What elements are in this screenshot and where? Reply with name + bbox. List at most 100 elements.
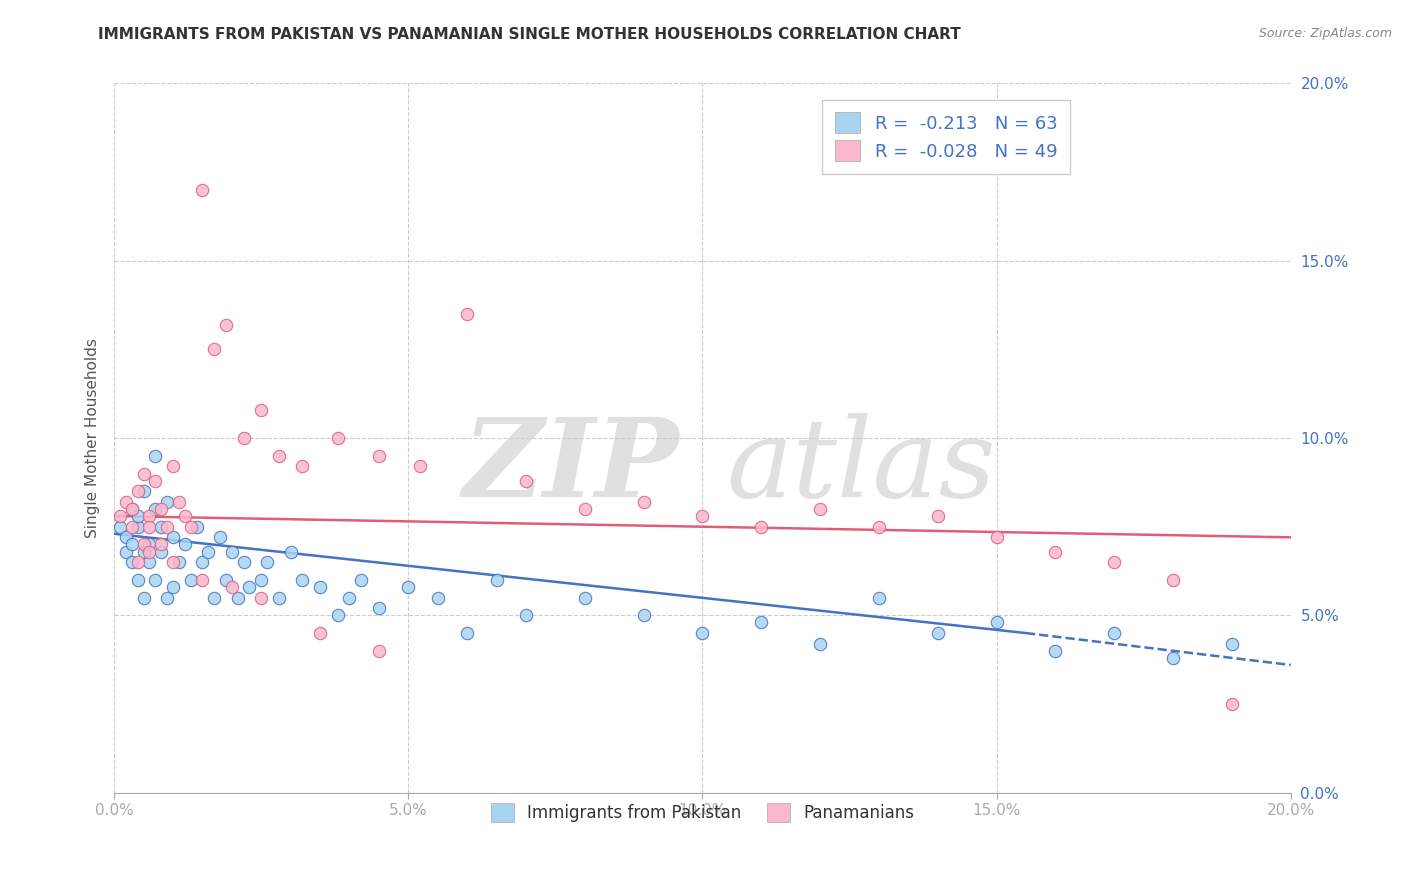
- Point: [191, 183, 214, 197]
- Point: [121, 519, 143, 533]
- Point: [156, 591, 179, 605]
- Point: [209, 530, 232, 544]
- Point: [191, 555, 214, 569]
- Point: [127, 509, 149, 524]
- Point: [927, 626, 949, 640]
- Point: [127, 519, 149, 533]
- Point: [267, 591, 290, 605]
- Legend: Immigrants from Pakistan, Panamanians: Immigrants from Pakistan, Panamanians: [479, 791, 927, 834]
- Text: Source: ZipAtlas.com: Source: ZipAtlas.com: [1258, 27, 1392, 40]
- Point: [202, 343, 225, 357]
- Point: [485, 573, 508, 587]
- Point: [138, 509, 160, 524]
- Point: [150, 537, 173, 551]
- Point: [232, 431, 254, 445]
- Point: [350, 573, 373, 587]
- Point: [132, 591, 155, 605]
- Point: [145, 449, 167, 463]
- Point: [138, 555, 160, 569]
- Point: [291, 573, 314, 587]
- Point: [309, 580, 332, 594]
- Point: [574, 591, 596, 605]
- Point: [456, 307, 478, 321]
- Point: [162, 580, 184, 594]
- Point: [1102, 555, 1125, 569]
- Point: [215, 573, 238, 587]
- Point: [167, 495, 190, 509]
- Point: [1220, 697, 1243, 711]
- Point: [127, 484, 149, 499]
- Point: [150, 519, 173, 533]
- Point: [367, 601, 389, 615]
- Text: ZIP: ZIP: [463, 413, 679, 520]
- Point: [1220, 637, 1243, 651]
- Point: [1161, 651, 1184, 665]
- Point: [115, 544, 138, 558]
- Point: [162, 555, 184, 569]
- Point: [145, 474, 167, 488]
- Point: [197, 544, 219, 558]
- Point: [115, 495, 138, 509]
- Point: [232, 555, 254, 569]
- Point: [215, 318, 238, 332]
- Point: [108, 509, 131, 524]
- Point: [202, 591, 225, 605]
- Point: [127, 555, 149, 569]
- Text: IMMIGRANTS FROM PAKISTAN VS PANAMANIAN SINGLE MOTHER HOUSEHOLDS CORRELATION CHAR: IMMIGRANTS FROM PAKISTAN VS PANAMANIAN S…: [98, 27, 962, 42]
- Point: [250, 573, 273, 587]
- Point: [250, 591, 273, 605]
- Point: [749, 519, 772, 533]
- Point: [367, 449, 389, 463]
- Point: [167, 555, 190, 569]
- Point: [749, 615, 772, 630]
- Point: [291, 459, 314, 474]
- Point: [1102, 626, 1125, 640]
- Point: [138, 519, 160, 533]
- Point: [173, 537, 195, 551]
- Point: [927, 509, 949, 524]
- Point: [409, 459, 432, 474]
- Point: [121, 537, 143, 551]
- Point: [132, 537, 155, 551]
- Point: [121, 555, 143, 569]
- Point: [138, 544, 160, 558]
- Point: [145, 502, 167, 516]
- Point: [633, 495, 655, 509]
- Point: [1045, 644, 1067, 658]
- Point: [156, 495, 179, 509]
- Point: [145, 573, 167, 587]
- Point: [456, 626, 478, 640]
- Point: [1161, 573, 1184, 587]
- Point: [280, 544, 302, 558]
- Point: [309, 626, 332, 640]
- Point: [191, 573, 214, 587]
- Point: [221, 580, 243, 594]
- Point: [250, 402, 273, 417]
- Point: [121, 502, 143, 516]
- Point: [115, 530, 138, 544]
- Point: [121, 502, 143, 516]
- Point: [367, 644, 389, 658]
- Point: [267, 449, 290, 463]
- Point: [173, 509, 195, 524]
- Point: [108, 519, 131, 533]
- Point: [150, 544, 173, 558]
- Point: [226, 591, 249, 605]
- Point: [156, 519, 179, 533]
- Point: [633, 608, 655, 623]
- Point: [256, 555, 278, 569]
- Point: [868, 519, 890, 533]
- Point: [515, 474, 537, 488]
- Point: [132, 484, 155, 499]
- Text: atlas: atlas: [725, 413, 995, 520]
- Point: [132, 544, 155, 558]
- Point: [186, 519, 208, 533]
- Point: [150, 502, 173, 516]
- Point: [180, 573, 202, 587]
- Point: [162, 459, 184, 474]
- Point: [339, 591, 361, 605]
- Point: [692, 509, 714, 524]
- Point: [426, 591, 449, 605]
- Point: [808, 637, 831, 651]
- Point: [808, 502, 831, 516]
